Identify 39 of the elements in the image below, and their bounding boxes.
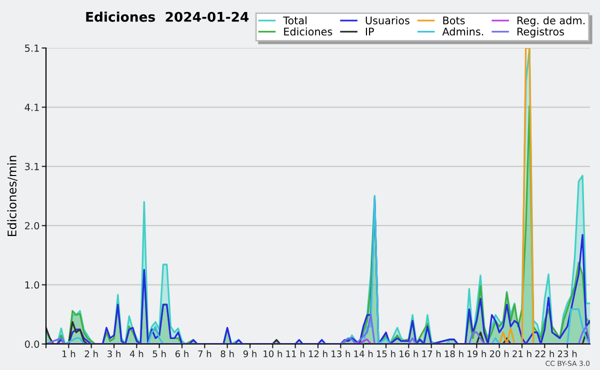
x-tick-label: 21 h — [512, 350, 532, 358]
y-tick-label: 0.0 — [24, 340, 40, 348]
y-axis-title: Ediciones/min — [7, 156, 18, 236]
y-tick-label: 4.1 — [24, 104, 39, 111]
x-tick-label: 20 h — [490, 350, 509, 358]
legend-label: Admins. — [442, 27, 484, 36]
legend-label: Total — [283, 16, 306, 24]
x-tick-label: 7 h — [198, 350, 212, 358]
y-tick-label: 5.1 — [25, 44, 39, 52]
y-tick-label: 1.0 — [25, 281, 40, 289]
x-tick-label: 5 h — [152, 350, 166, 358]
y-tick-label: 3.1 — [25, 162, 39, 170]
x-tick-label: 2 h — [84, 350, 98, 358]
x-tick-label: 11 h — [286, 350, 305, 358]
y-tick-label: 2.0 — [25, 222, 40, 230]
legend-label: Bots — [443, 16, 465, 24]
x-tick-label: 19 h — [468, 350, 486, 358]
x-tick-label: 23 h — [558, 350, 577, 358]
x-tick-label: 17 h — [422, 350, 441, 358]
x-tick-label: 15 h — [376, 350, 396, 358]
legend-label: Reg. de adm. — [517, 16, 585, 26]
x-tick-label: 22 h — [535, 350, 554, 358]
x-tick-label: 14 h — [354, 350, 373, 358]
x-tick-label: 9 h — [243, 350, 256, 358]
x-tick-label: 8 h — [220, 350, 234, 358]
legend-label: Ediciones — [284, 27, 332, 36]
x-tick-label: 12 h — [308, 350, 328, 358]
legend-label: Registros — [517, 27, 564, 38]
legend-label: IP — [366, 28, 374, 36]
x-tick-label: 16 h — [400, 350, 418, 358]
x-tick-label: 18 h — [444, 350, 464, 358]
x-tick-label: 3 h — [108, 350, 120, 358]
x-tick-label: 4 h — [130, 350, 144, 358]
x-tick-label: 13 h — [332, 350, 350, 358]
x-tick-label: 10 h — [264, 350, 282, 358]
x-tick-label: 1 h — [62, 350, 76, 358]
chart-title: Ediciones 2024-01-24 — [86, 12, 249, 22]
legend-label: Usuarios — [366, 16, 410, 24]
x-tick-label: 6 h — [175, 350, 188, 358]
